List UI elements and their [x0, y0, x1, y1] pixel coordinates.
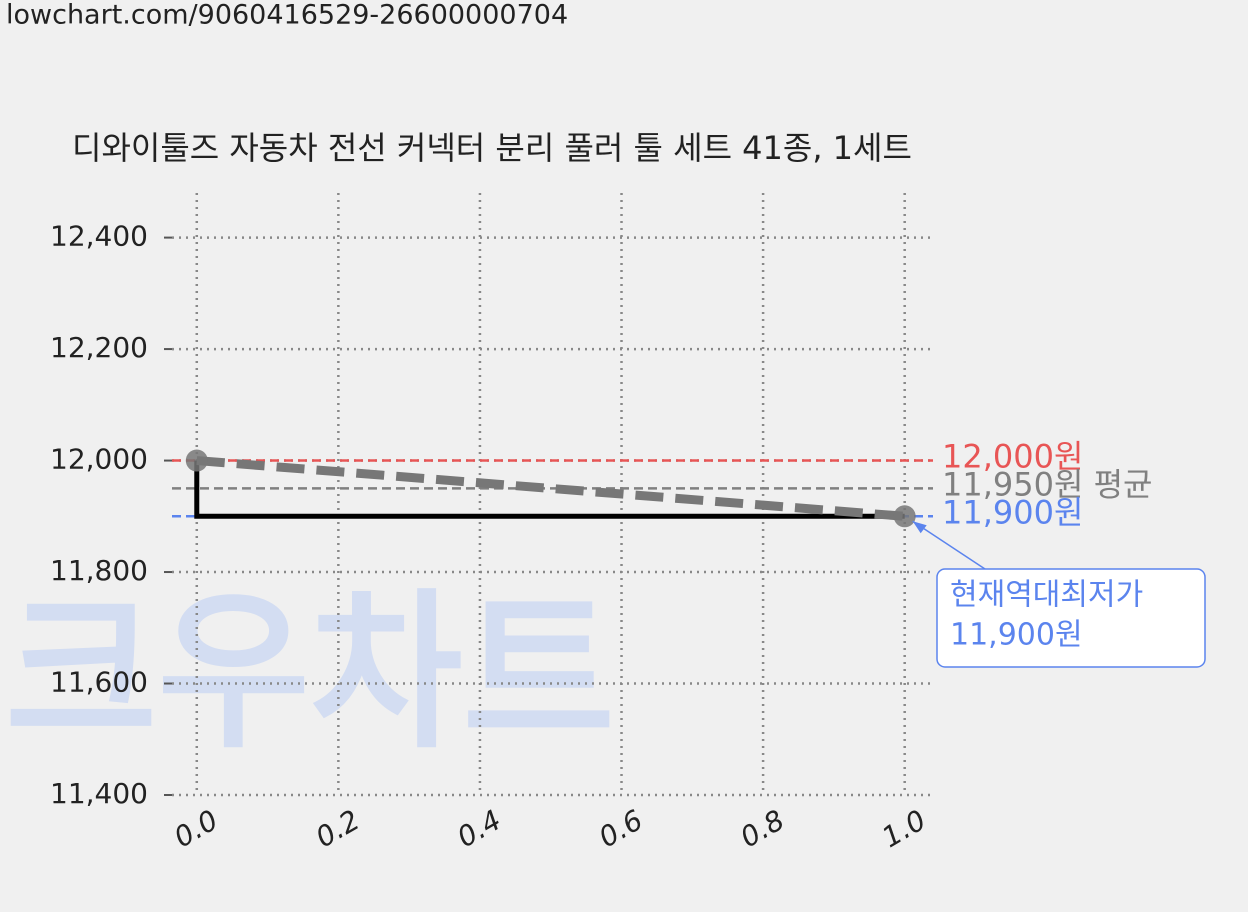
y-tick-label: 11,400 — [50, 777, 148, 810]
arrow-head — [912, 521, 927, 534]
y-tick-label: 11,800 — [50, 554, 148, 587]
price-line — [194, 460, 905, 519]
y-tick-label: 12,200 — [50, 331, 148, 364]
y-tick-label: 12,400 — [50, 220, 148, 253]
url: lowchart.com/9060416529-26600000704 — [6, 0, 568, 31]
annotation-arrow — [912, 520, 986, 570]
annotation-text: 현재역대최저가 — [950, 578, 1143, 613]
chart-title: 디와이툴즈 자동차 전선 커넥터 분리 풀러 툴 세트 41종, 1세트 — [72, 129, 912, 167]
watermark: 크우차트 — [5, 574, 615, 772]
marker — [893, 505, 916, 528]
annotation-box — [936, 568, 1206, 668]
reference-label: 11,950원 평균 — [942, 465, 1152, 503]
reference-label: 12,000원 — [942, 438, 1083, 476]
annotation-text: 11,900원 — [950, 618, 1083, 653]
y-tick-label: 11,600 — [50, 666, 148, 699]
marker — [185, 449, 208, 472]
y-tick-label: 12,000 — [50, 443, 148, 476]
reference-label: 11,900원 — [942, 493, 1083, 531]
